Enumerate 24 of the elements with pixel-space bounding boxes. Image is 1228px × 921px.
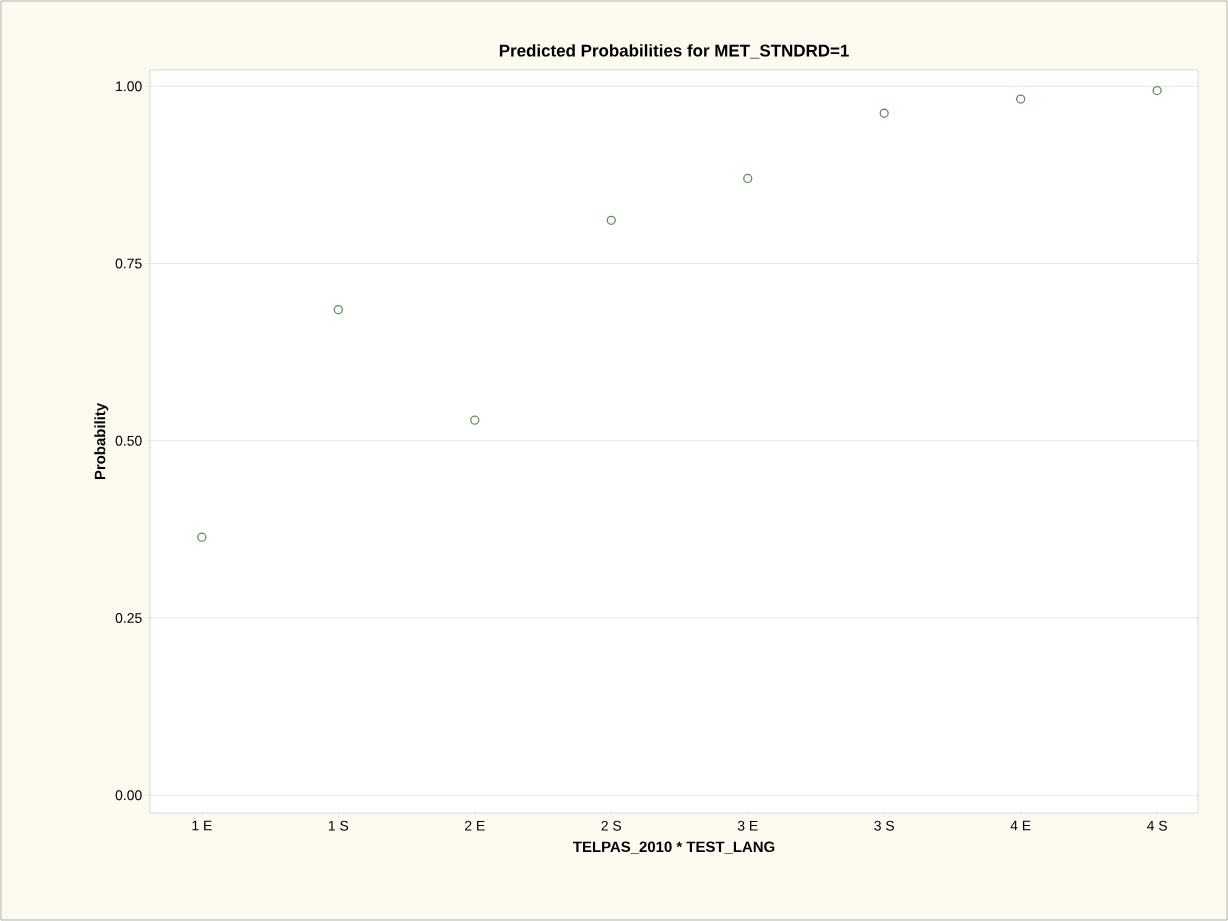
x-axis-title: TELPAS_2010 * TEST_LANG [573, 841, 775, 854]
x-tick-label: 4 S [1146, 820, 1167, 831]
y-tick-label: 0.50 [115, 435, 142, 446]
y-tick-label: 0.00 [115, 790, 142, 801]
point [879, 108, 889, 118]
x-tick-label: 4 E [1010, 820, 1031, 831]
x-tick-label: 2 S [601, 820, 622, 831]
x-tick-label: 3 S [874, 820, 895, 831]
x-tick-label: 2 E [465, 820, 485, 831]
x-tick-label: 1 S [328, 820, 349, 831]
x-tick-label: 3 E [737, 820, 758, 831]
point [743, 173, 753, 184]
point [1016, 94, 1026, 104]
y-tick-label: 0.75 [115, 258, 142, 269]
x-tick-label: 1 E [192, 820, 212, 831]
point [197, 532, 207, 542]
point [1152, 85, 1162, 96]
point [333, 304, 343, 315]
chart-title: Predicted Probabilities for MET_STNDRD=1 [499, 44, 849, 59]
point [606, 215, 616, 225]
point [470, 415, 480, 425]
y-axis-title: Probability [94, 402, 109, 480]
y-tick-label: 1.00 [116, 81, 142, 92]
y-tick-label: 0.25 [115, 613, 142, 623]
